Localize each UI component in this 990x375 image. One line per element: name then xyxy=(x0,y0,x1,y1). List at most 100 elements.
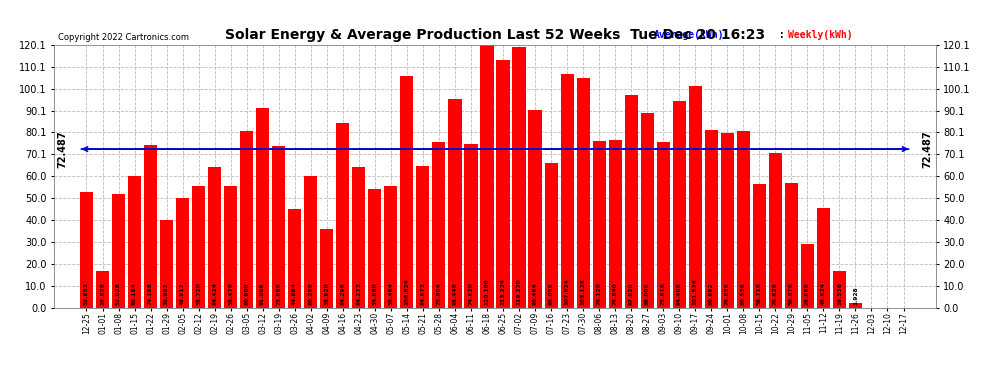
Bar xyxy=(417,166,430,308)
Text: 60.288: 60.288 xyxy=(308,283,313,305)
Text: 56.716: 56.716 xyxy=(756,282,762,305)
Text: Copyright 2022 Cartronics.com: Copyright 2022 Cartronics.com xyxy=(57,33,189,42)
Bar xyxy=(721,133,734,308)
Text: 75.904: 75.904 xyxy=(437,283,442,305)
Text: 73.696: 73.696 xyxy=(276,283,281,305)
Text: 55.476: 55.476 xyxy=(228,282,234,305)
Bar xyxy=(272,146,285,308)
Text: 76.840: 76.840 xyxy=(613,283,618,305)
Text: 64.272: 64.272 xyxy=(356,282,361,305)
Bar xyxy=(593,141,606,308)
Text: 49.912: 49.912 xyxy=(180,283,185,305)
Bar xyxy=(368,189,381,308)
Text: :: : xyxy=(772,30,790,40)
Text: 75.616: 75.616 xyxy=(660,282,665,305)
Bar xyxy=(480,45,494,308)
Text: 29.088: 29.088 xyxy=(805,283,810,305)
Bar xyxy=(833,272,846,308)
Bar xyxy=(400,76,414,307)
Bar xyxy=(544,163,557,308)
Text: 79.836: 79.836 xyxy=(725,283,730,305)
Text: 64.672: 64.672 xyxy=(421,282,426,305)
Bar xyxy=(112,194,125,308)
Bar xyxy=(672,101,686,308)
Text: 80.900: 80.900 xyxy=(245,283,249,305)
Text: 105.128: 105.128 xyxy=(580,279,586,305)
Text: 39.992: 39.992 xyxy=(164,283,169,305)
Bar xyxy=(384,186,397,308)
Bar xyxy=(641,113,653,308)
Text: 90.464: 90.464 xyxy=(533,283,538,305)
Bar xyxy=(848,303,862,307)
Text: Average(kWh): Average(kWh) xyxy=(653,30,724,40)
Bar xyxy=(464,144,477,308)
Text: 55.464: 55.464 xyxy=(388,282,393,305)
Bar xyxy=(609,140,622,308)
Text: 89.008: 89.008 xyxy=(644,283,649,305)
Bar xyxy=(352,167,365,308)
Bar xyxy=(752,183,766,308)
Text: 94.408: 94.408 xyxy=(677,283,682,305)
Text: 60.184: 60.184 xyxy=(132,283,137,305)
Bar xyxy=(256,108,269,307)
Bar xyxy=(241,130,253,308)
Text: 45.624: 45.624 xyxy=(821,282,826,305)
Text: 80.992: 80.992 xyxy=(709,283,714,305)
Text: 72.487: 72.487 xyxy=(923,130,933,168)
Bar xyxy=(785,183,798,308)
Text: 101.536: 101.536 xyxy=(693,279,698,305)
Text: 95.448: 95.448 xyxy=(452,283,457,305)
Text: 64.424: 64.424 xyxy=(212,282,217,305)
Bar xyxy=(625,96,638,308)
Text: 120.100: 120.100 xyxy=(484,279,489,305)
Bar xyxy=(288,210,301,308)
Bar xyxy=(801,244,814,308)
Text: 84.296: 84.296 xyxy=(341,283,346,305)
Bar xyxy=(96,271,109,308)
Bar xyxy=(496,60,510,308)
Text: 107.024: 107.024 xyxy=(564,279,569,305)
Text: 91.096: 91.096 xyxy=(260,283,265,305)
Text: 54.080: 54.080 xyxy=(372,283,377,305)
Bar xyxy=(448,99,461,308)
Bar xyxy=(576,78,590,308)
Text: 97.020: 97.020 xyxy=(629,283,634,305)
Bar xyxy=(224,186,238,308)
Bar xyxy=(192,186,205,308)
Bar xyxy=(304,176,318,308)
Text: 66.056: 66.056 xyxy=(548,283,553,305)
Bar xyxy=(529,110,542,308)
Text: 52.028: 52.028 xyxy=(116,283,121,305)
Bar xyxy=(737,132,749,308)
Bar xyxy=(560,74,573,308)
Text: 119.220: 119.220 xyxy=(517,279,522,305)
Bar xyxy=(208,167,221,308)
Bar xyxy=(433,142,446,308)
Text: 70.628: 70.628 xyxy=(773,283,778,305)
Text: 106.024: 106.024 xyxy=(404,279,410,305)
Text: 56.876: 56.876 xyxy=(789,282,794,305)
Text: 55.720: 55.720 xyxy=(196,283,201,305)
Bar xyxy=(513,47,526,308)
Text: 76.128: 76.128 xyxy=(597,282,602,305)
Text: 80.536: 80.536 xyxy=(741,283,745,305)
Bar xyxy=(817,208,830,308)
Bar xyxy=(176,198,189,308)
Text: 113.224: 113.224 xyxy=(501,278,506,305)
Bar xyxy=(705,130,718,308)
Bar xyxy=(160,220,173,308)
Bar xyxy=(337,123,349,308)
Text: 72.487: 72.487 xyxy=(57,130,67,168)
Bar xyxy=(80,192,93,308)
Bar xyxy=(128,176,142,308)
Text: 74.620: 74.620 xyxy=(468,283,473,305)
Bar xyxy=(769,153,782,308)
Text: 1.928: 1.928 xyxy=(853,287,858,305)
Title: Solar Energy & Average Production Last 52 Weeks  Tue Dec 20 16:23: Solar Energy & Average Production Last 5… xyxy=(225,28,765,42)
Text: Weekly(kWh): Weekly(kWh) xyxy=(788,30,853,40)
Bar xyxy=(144,146,157,308)
Text: 52.852: 52.852 xyxy=(84,282,89,305)
Bar xyxy=(689,86,702,308)
Text: 35.920: 35.920 xyxy=(325,283,330,305)
Bar xyxy=(320,229,334,308)
